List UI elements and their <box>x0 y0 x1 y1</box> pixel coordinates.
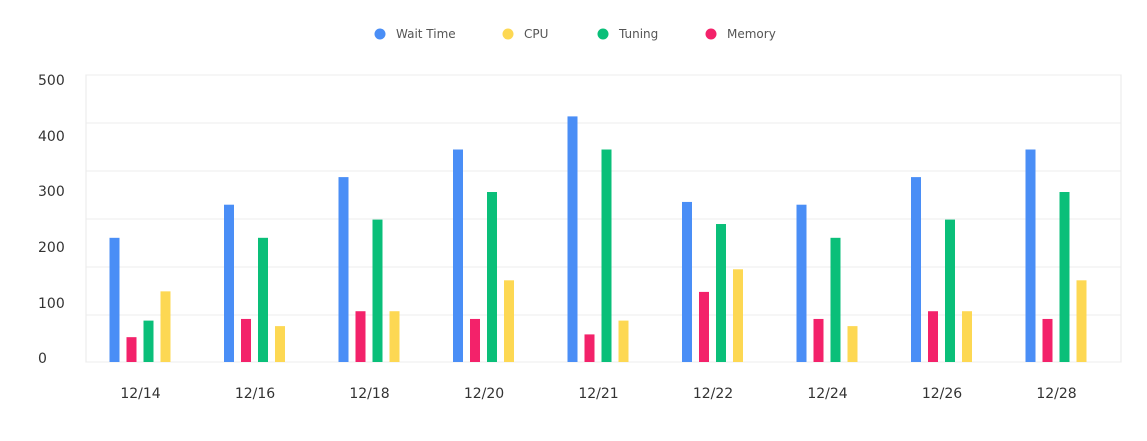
legend-swatch-wait-time <box>374 28 386 40</box>
bar-wait-time[interactable] <box>567 116 578 363</box>
x-tick-label: 12/18 <box>349 386 389 402</box>
bar-wait-time[interactable] <box>682 201 692 362</box>
legend-label-wait-time: Wait Time <box>396 27 456 41</box>
bar-cpu[interactable] <box>160 291 171 362</box>
legend-label-cpu: CPU <box>524 27 548 41</box>
bar-memory[interactable] <box>813 318 824 362</box>
bar-group-12-22 <box>682 201 743 362</box>
bar-group-12-28 <box>1025 149 1087 362</box>
bar-wait-time[interactable] <box>109 237 120 362</box>
x-tick-label: 12/16 <box>235 386 275 402</box>
bar-tuning[interactable] <box>258 237 268 362</box>
y-tick-label: 500 <box>38 73 65 89</box>
bar-cpu[interactable] <box>733 269 743 362</box>
bar-tuning[interactable] <box>716 224 726 362</box>
legend-item-tuning[interactable]: Tuning <box>597 27 659 41</box>
bar-cpu[interactable] <box>275 326 285 362</box>
x-tick-label: 12/22 <box>693 386 733 402</box>
bars <box>109 116 1087 363</box>
bar-cpu[interactable] <box>504 280 514 362</box>
legend-swatch-memory <box>705 28 717 40</box>
x-tick-label: 12/20 <box>464 386 504 402</box>
legend-item-wait-time[interactable]: Wait Time <box>374 27 456 41</box>
bar-memory[interactable] <box>699 291 709 362</box>
bar-cpu[interactable] <box>1076 280 1087 362</box>
bar-group-12-24 <box>796 204 858 362</box>
bar-tuning[interactable] <box>487 192 497 362</box>
bar-tuning[interactable] <box>601 149 612 362</box>
bar-group-12-16 <box>224 204 285 362</box>
bar-wait-time[interactable] <box>338 177 349 362</box>
bar-group-12-14 <box>109 237 171 362</box>
legend-item-cpu[interactable]: CPU <box>502 27 549 41</box>
bar-cpu[interactable] <box>962 311 972 362</box>
bar-memory[interactable] <box>355 311 366 362</box>
bar-wait-time[interactable] <box>224 204 234 362</box>
bar-wait-time[interactable] <box>796 204 807 362</box>
bar-cpu[interactable] <box>618 320 629 362</box>
bar-wait-time[interactable] <box>453 149 463 362</box>
bar-memory[interactable] <box>584 334 595 362</box>
bar-wait-time[interactable] <box>911 177 921 362</box>
bar-group-12-20 <box>453 149 514 362</box>
bar-wait-time[interactable] <box>1025 149 1036 362</box>
legend-label-tuning: Tuning <box>618 27 658 41</box>
bar-memory[interactable] <box>470 318 480 362</box>
x-axis: 12/14 12/16 12/18 12/20 12/21 12/22 12/24 12/26… <box>120 386 1076 402</box>
bar-tuning[interactable] <box>372 219 383 362</box>
bar-tuning[interactable] <box>945 219 955 362</box>
bar-tuning[interactable] <box>830 237 841 362</box>
legend-label-memory: Memory <box>727 27 776 41</box>
bar-tuning[interactable] <box>1059 192 1070 362</box>
legend-swatch-cpu <box>502 28 514 40</box>
y-tick-label: 100 <box>38 296 65 312</box>
bar-memory[interactable] <box>126 337 137 362</box>
x-tick-label: 12/14 <box>120 386 160 402</box>
bar-group-12-18 <box>338 177 400 362</box>
x-tick-label: 12/24 <box>807 386 847 402</box>
y-tick-label: 300 <box>38 184 65 200</box>
bar-memory[interactable] <box>1042 318 1053 362</box>
bar-tuning[interactable] <box>143 320 154 362</box>
bar-memory[interactable] <box>241 318 251 362</box>
bar-group-12-26 <box>911 177 972 362</box>
y-axis: 0 100 200 300 400 500 <box>38 73 65 367</box>
legend-swatch-tuning <box>597 28 609 40</box>
bar-cpu[interactable] <box>389 311 400 362</box>
x-tick-label: 12/21 <box>578 386 618 402</box>
legend-item-memory[interactable]: Memory <box>705 27 776 41</box>
bar-group-12-21 <box>567 116 629 363</box>
y-tick-label: 400 <box>38 129 65 145</box>
bar-memory[interactable] <box>928 311 938 362</box>
bar-cpu[interactable] <box>847 326 858 362</box>
y-tick-label: 0 <box>38 351 47 367</box>
y-tick-label: 200 <box>38 240 65 256</box>
x-tick-label: 12/26 <box>922 386 962 402</box>
x-tick-label: 12/28 <box>1036 386 1076 402</box>
legend: Wait Time CPU Tuning Memory <box>374 27 776 41</box>
